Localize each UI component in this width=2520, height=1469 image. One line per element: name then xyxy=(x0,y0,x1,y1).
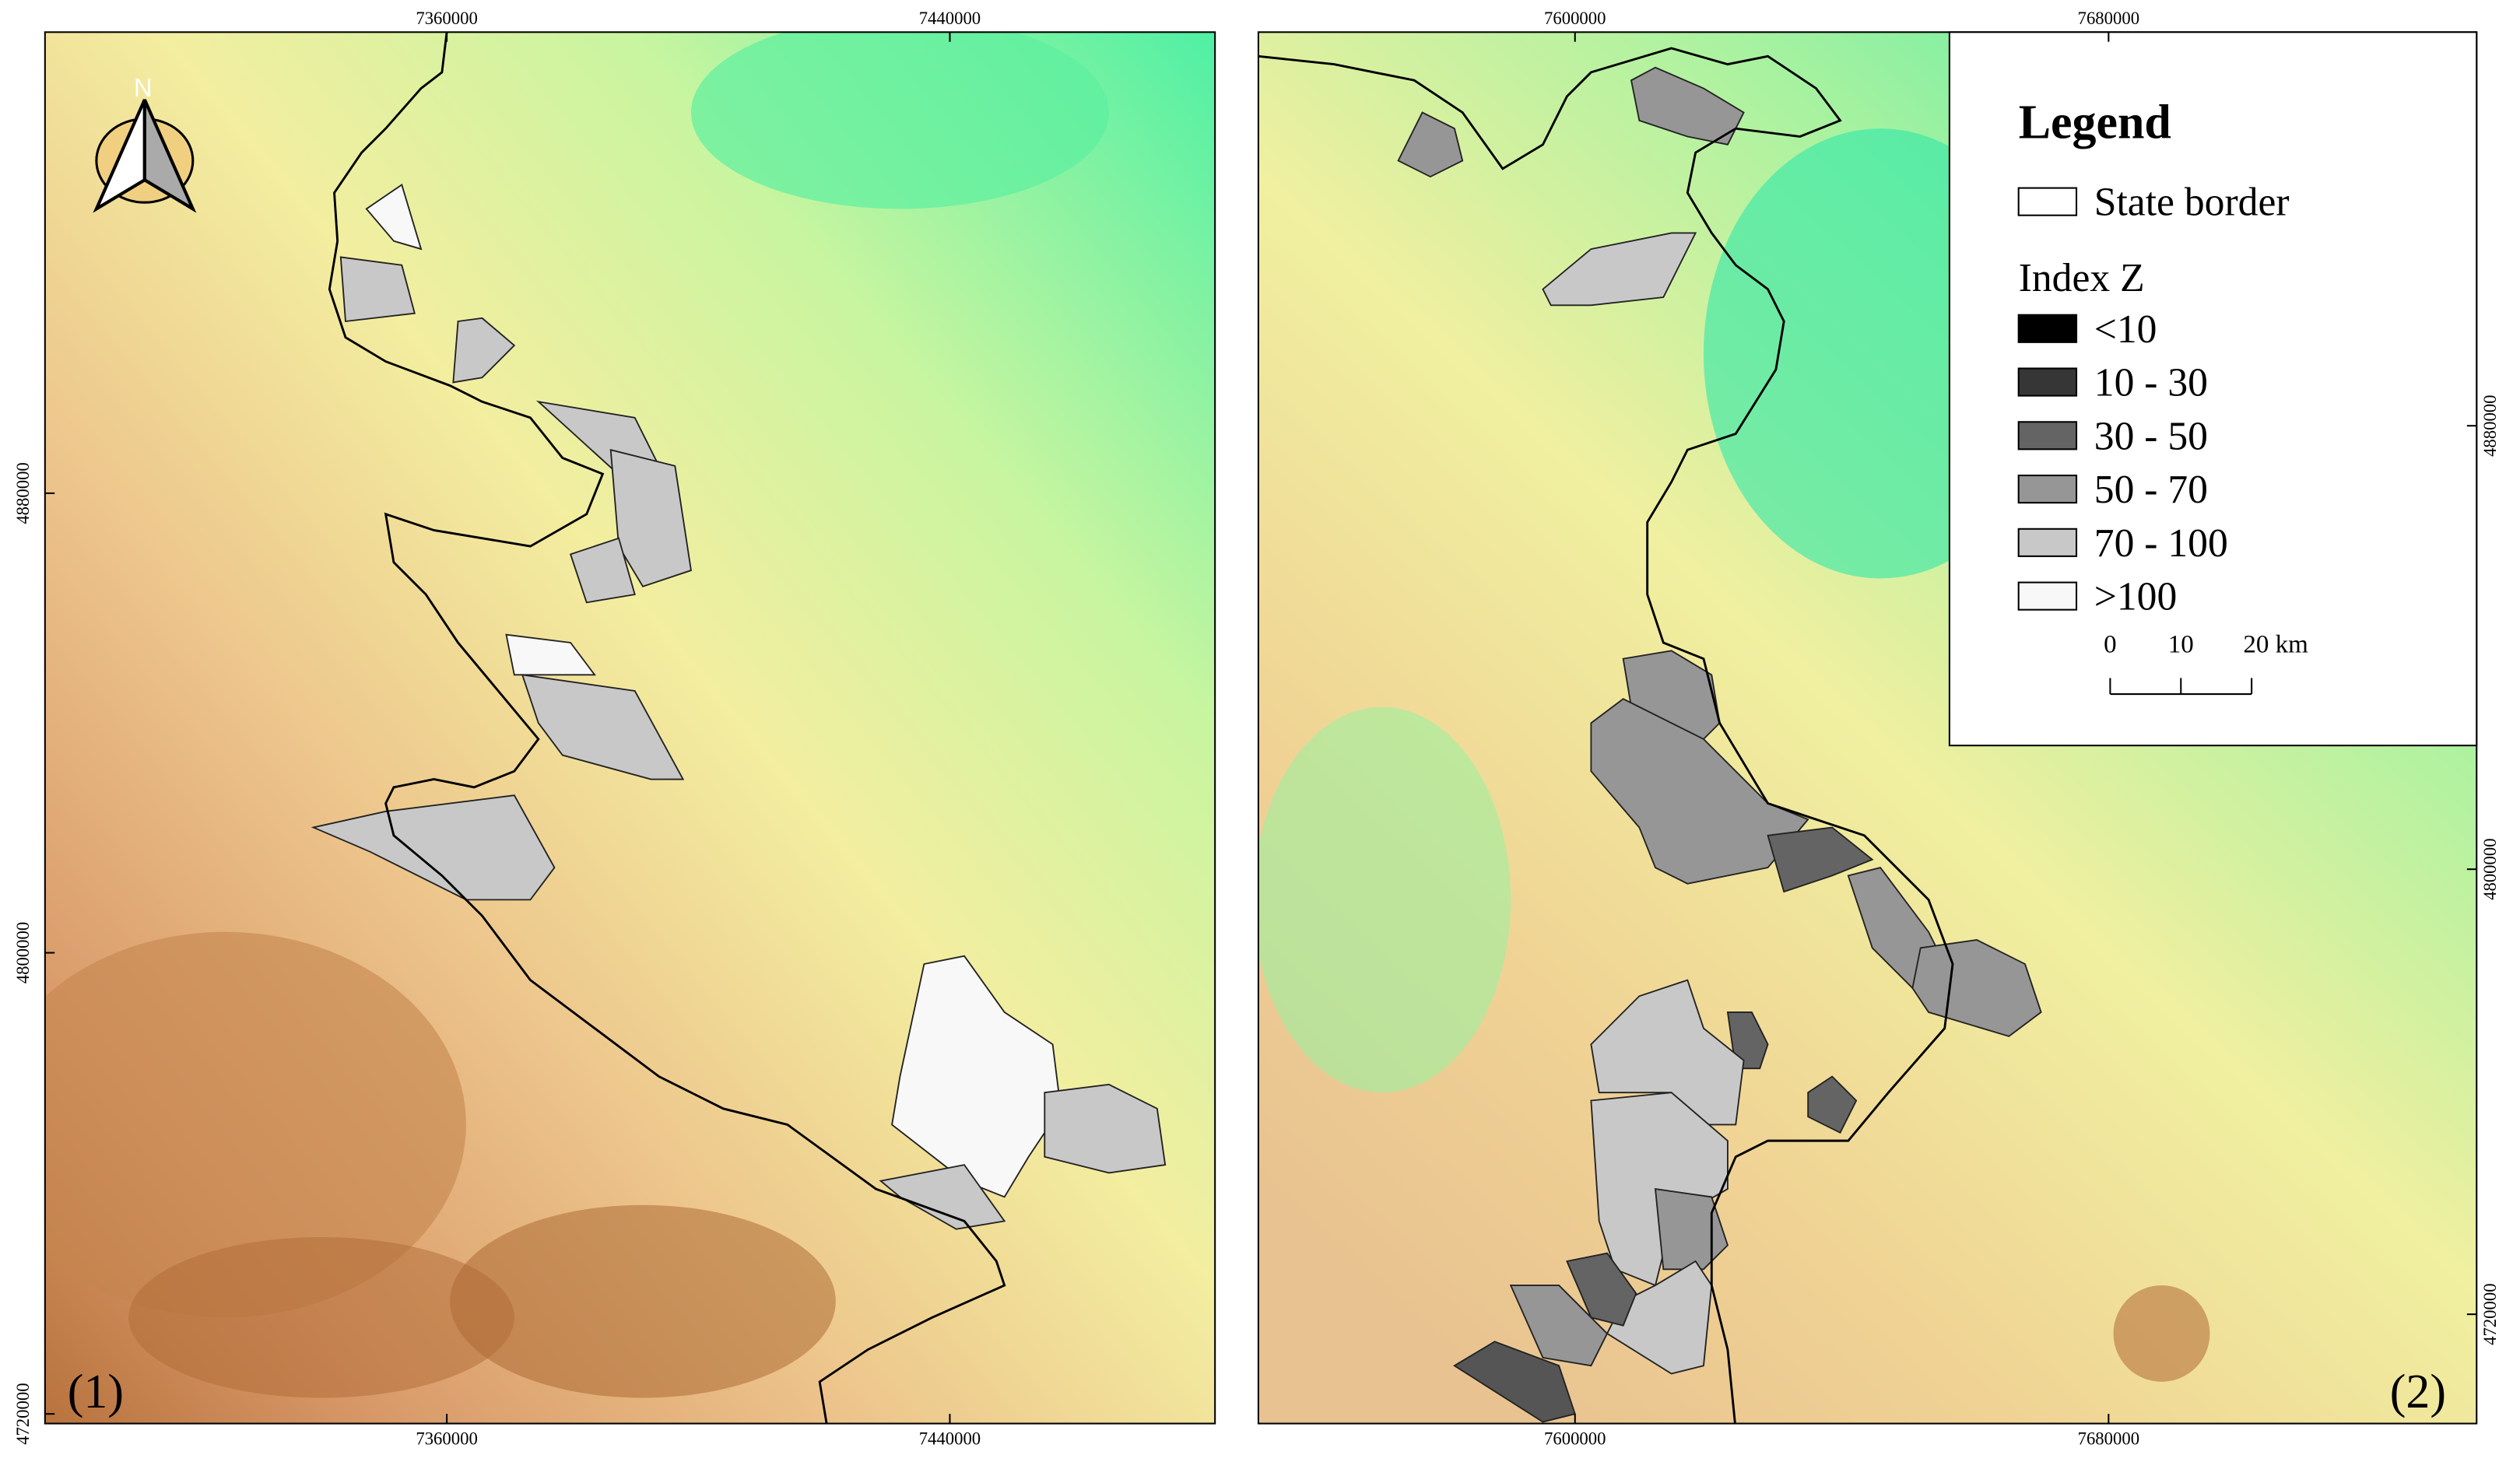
coordinate-label: 7360000 xyxy=(416,1429,477,1448)
coordinate-label: 7440000 xyxy=(919,9,981,28)
panel-label: (2) xyxy=(2390,1366,2446,1418)
legend-class-label: >100 xyxy=(2094,575,2178,619)
coordinate-label: 4720000 xyxy=(13,1383,33,1444)
coordinate-label: 7440000 xyxy=(919,1429,981,1448)
scale-label: 20 km xyxy=(2243,630,2308,658)
legend-swatch xyxy=(2017,367,2078,397)
coordinate-label: 4800000 xyxy=(2480,838,2500,899)
legend-class-label: 30 - 50 xyxy=(2094,414,2208,458)
coordinate-label: 7600000 xyxy=(1544,1429,1606,1448)
panel-1-basins xyxy=(311,32,1167,1424)
legend-swatch xyxy=(2017,474,2078,504)
coordinate-label: 4720000 xyxy=(2480,1283,2500,1345)
north-label: N xyxy=(134,74,153,103)
legend-class-label: 70 - 100 xyxy=(2094,521,2228,566)
panel-2-basins xyxy=(1258,47,2042,1424)
legend-border-label: State border xyxy=(2094,181,2290,225)
coordinate-label: 7360000 xyxy=(416,9,477,28)
scale-label: 0 xyxy=(2104,630,2117,658)
panel-1-frame xyxy=(44,31,1216,1425)
legend-swatch xyxy=(2017,314,2078,343)
legend-class-label: 50 - 70 xyxy=(2094,468,2208,512)
legend: Legend State border Index Z <10 10 - 30 30… xyxy=(1948,31,2478,747)
legend-class-label: <10 xyxy=(2094,307,2157,352)
legend-swatch xyxy=(2017,528,2078,557)
legend-title: Legend xyxy=(2019,96,2171,149)
legend-swatch xyxy=(2017,581,2078,611)
north-arrow: N xyxy=(93,74,197,213)
coordinate-label: 7680000 xyxy=(2078,1429,2139,1448)
legend-swatch xyxy=(2017,421,2078,451)
coordinate-label: 4880000 xyxy=(2480,394,2500,456)
coordinate-label: 7680000 xyxy=(2078,9,2139,28)
legend-index-title: Index Z xyxy=(2019,256,2145,300)
legend-class-label: 10 - 30 xyxy=(2094,361,2208,405)
panel-label: (1) xyxy=(68,1366,124,1418)
scale-label: 10 xyxy=(2168,630,2194,658)
panel-1-terrain xyxy=(44,32,1216,1424)
coordinate-label: 7600000 xyxy=(1544,9,1606,28)
coordinate-label: 4800000 xyxy=(13,922,33,983)
coordinate-label: 4880000 xyxy=(13,462,33,524)
